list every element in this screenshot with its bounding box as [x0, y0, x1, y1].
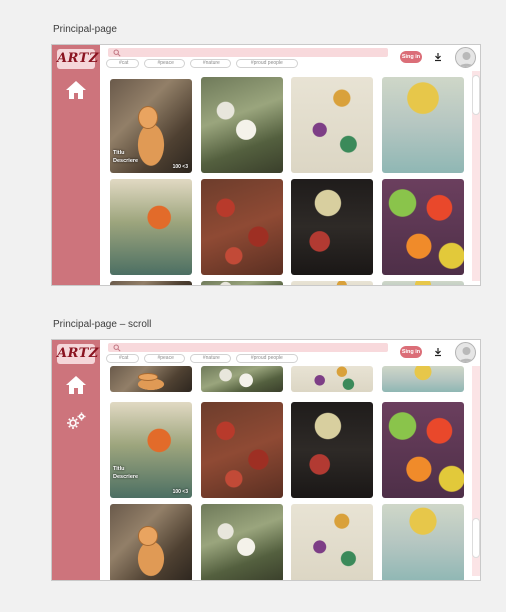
- tag-chip[interactable]: #peace: [144, 354, 185, 363]
- scrollbar[interactable]: [470, 71, 480, 285]
- avatar[interactable]: [455, 47, 476, 68]
- art-tile[interactable]: [382, 179, 464, 275]
- scrollbar[interactable]: [470, 366, 480, 580]
- art-title: Titlu: [113, 466, 125, 472]
- search-bar[interactable]: [108, 48, 388, 57]
- sign-in-button[interactable]: Sing in: [400, 346, 422, 358]
- art-tile[interactable]: Titlu Descriere 100 <3: [110, 79, 192, 173]
- art-tile[interactable]: [110, 281, 192, 285]
- download-icon[interactable]: [433, 346, 443, 358]
- frame-label: Principal-page: [53, 24, 117, 35]
- art-tile[interactable]: [201, 281, 283, 285]
- artboard-principal-page-scroll: ARTZY #cat #peace #nature #proud people …: [51, 339, 481, 581]
- scroll-thumb[interactable]: [472, 518, 480, 558]
- art-tile[interactable]: [201, 77, 283, 173]
- like-count: 100 <3: [172, 489, 188, 495]
- art-tile[interactable]: [201, 366, 283, 392]
- art-tile[interactable]: Titlu Descriere 100 <3: [110, 402, 192, 498]
- scroll-thumb[interactable]: [472, 75, 480, 115]
- art-tile[interactable]: [110, 366, 192, 392]
- art-title: Titlu: [113, 150, 125, 156]
- art-tile[interactable]: [201, 402, 283, 498]
- sidebar: ARTZY: [52, 45, 108, 285]
- art-tile[interactable]: [382, 366, 464, 392]
- search-icon: [113, 344, 121, 352]
- top-bar: #cat #peace #nature #proud people Sing i…: [100, 45, 480, 71]
- search-icon: [113, 49, 121, 57]
- art-tile[interactable]: [291, 179, 373, 275]
- tag-chips: #cat #peace #nature #proud people: [106, 59, 298, 68]
- art-description: Descriere: [113, 474, 139, 480]
- art-tile[interactable]: [201, 504, 283, 580]
- home-icon[interactable]: [64, 79, 88, 101]
- art-tile[interactable]: [201, 179, 283, 275]
- tag-chip[interactable]: #cat: [106, 59, 140, 68]
- art-tile[interactable]: [291, 77, 373, 173]
- search-bar[interactable]: [108, 343, 388, 352]
- gear-icon[interactable]: [64, 410, 88, 432]
- tag-chips: #cat #peace #nature #proud people: [106, 354, 298, 363]
- art-tile[interactable]: [382, 402, 464, 498]
- download-icon[interactable]: [433, 51, 443, 63]
- avatar[interactable]: [455, 342, 476, 363]
- art-description: Descriere: [113, 158, 139, 164]
- scroll-track[interactable]: [472, 366, 480, 576]
- tag-chip[interactable]: #cat: [106, 354, 140, 363]
- tag-chip[interactable]: #proud people: [235, 59, 298, 68]
- art-tile[interactable]: [382, 281, 464, 285]
- art-tile[interactable]: [291, 366, 373, 392]
- top-bar: #cat #peace #nature #proud people Sing i…: [100, 340, 480, 366]
- tag-chip[interactable]: #proud people: [235, 354, 298, 363]
- image-gallery: Titlu Descriere 100 <3: [100, 71, 470, 285]
- art-tile[interactable]: [382, 77, 464, 173]
- art-tile[interactable]: [291, 402, 373, 498]
- art-tile[interactable]: [110, 179, 192, 275]
- sidebar: ARTZY: [52, 340, 108, 580]
- tag-chip[interactable]: #nature: [189, 354, 231, 363]
- art-tile[interactable]: [110, 504, 192, 580]
- home-icon[interactable]: [64, 374, 88, 396]
- like-count: 100 <3: [172, 164, 188, 170]
- user-icon: [458, 347, 475, 362]
- tag-chip[interactable]: #peace: [144, 59, 185, 68]
- art-tile[interactable]: [382, 504, 464, 580]
- art-tile[interactable]: [291, 504, 373, 580]
- artzy-logo[interactable]: ARTZY: [57, 344, 108, 364]
- artzy-logo[interactable]: ARTZY: [57, 49, 108, 69]
- frame-label: Principal-page – scroll: [53, 319, 152, 330]
- search-input[interactable]: [124, 343, 384, 352]
- artboard-principal-page: ARTZY #cat #peace #nature #proud people …: [51, 44, 481, 286]
- user-icon: [458, 52, 475, 67]
- sign-in-button[interactable]: Sing in: [400, 51, 422, 63]
- image-gallery: Titlu Descriere 100 <3: [100, 366, 470, 580]
- art-tile[interactable]: [291, 281, 373, 285]
- tag-chip[interactable]: #nature: [189, 59, 231, 68]
- scroll-track[interactable]: [472, 71, 480, 281]
- search-input[interactable]: [124, 48, 384, 57]
